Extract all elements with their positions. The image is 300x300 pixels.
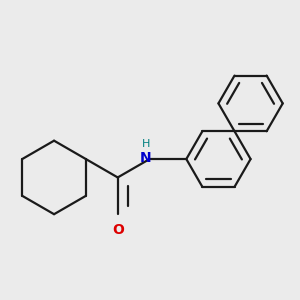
Text: O: O bbox=[112, 223, 124, 237]
Text: H: H bbox=[142, 140, 150, 149]
Text: N: N bbox=[140, 151, 152, 165]
